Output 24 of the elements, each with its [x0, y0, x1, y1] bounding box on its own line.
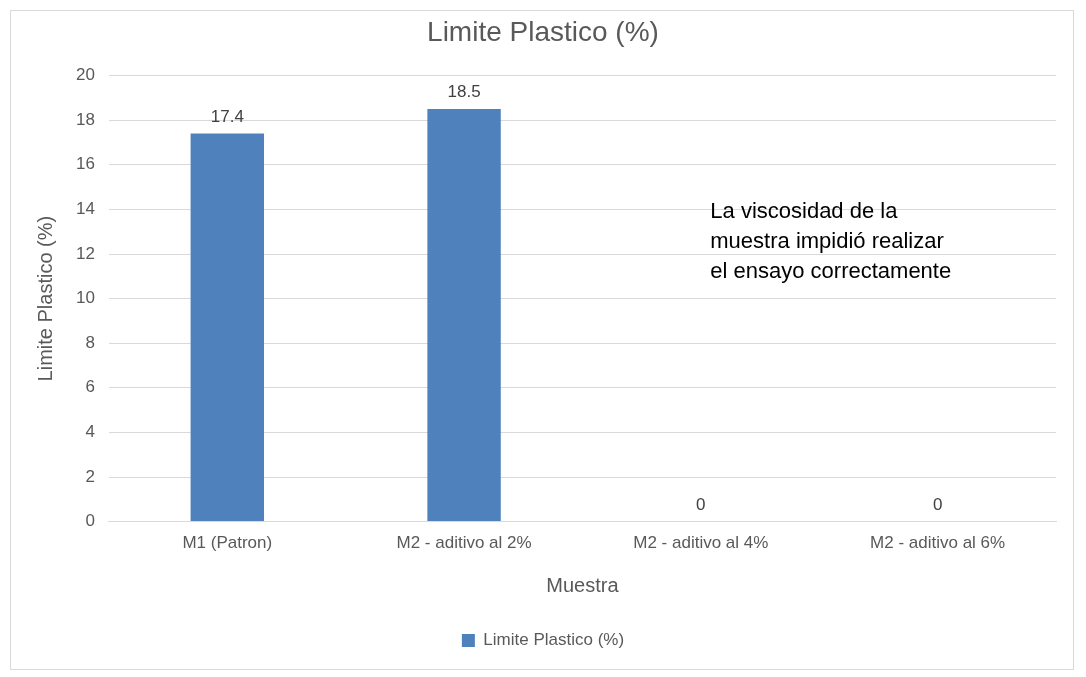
- y-tick-label: 8: [85, 332, 95, 352]
- y-tick-label: 0: [85, 511, 95, 531]
- chart-title: Limite Plastico (%): [427, 15, 659, 47]
- x-axis-title: Muestra: [546, 573, 620, 596]
- y-tick-label: 14: [75, 199, 95, 219]
- data-label: 0: [932, 494, 943, 514]
- x-tick-label: M2 - aditivo al 6%: [870, 533, 1006, 553]
- y-axis-title: Limite Plastico (%): [33, 215, 56, 382]
- legend-label: Limite Plastico (%): [483, 630, 625, 650]
- y-tick-label: 6: [85, 377, 95, 397]
- data-label: 18.5: [447, 82, 481, 102]
- y-tick-label: 12: [75, 243, 95, 263]
- x-tick-label: M2 - aditivo al 4%: [633, 533, 769, 553]
- y-tick-label: 20: [75, 65, 95, 85]
- y-tick-label: 16: [75, 154, 95, 174]
- y-tick-label: 4: [85, 422, 95, 442]
- x-tick-label: M2 - aditivo al 2%: [396, 533, 532, 553]
- y-tick-label: 10: [75, 288, 95, 308]
- y-tick-label: 2: [85, 466, 95, 486]
- annotation: La viscosidad de la muestra impidió realizar el ensayo correctamente: [710, 197, 953, 285]
- y-tick-label: 18: [75, 109, 95, 129]
- x-tick-label: M1 (Patron): [182, 533, 273, 553]
- data-label: 0: [696, 494, 706, 514]
- data-label: 17.4: [210, 106, 244, 126]
